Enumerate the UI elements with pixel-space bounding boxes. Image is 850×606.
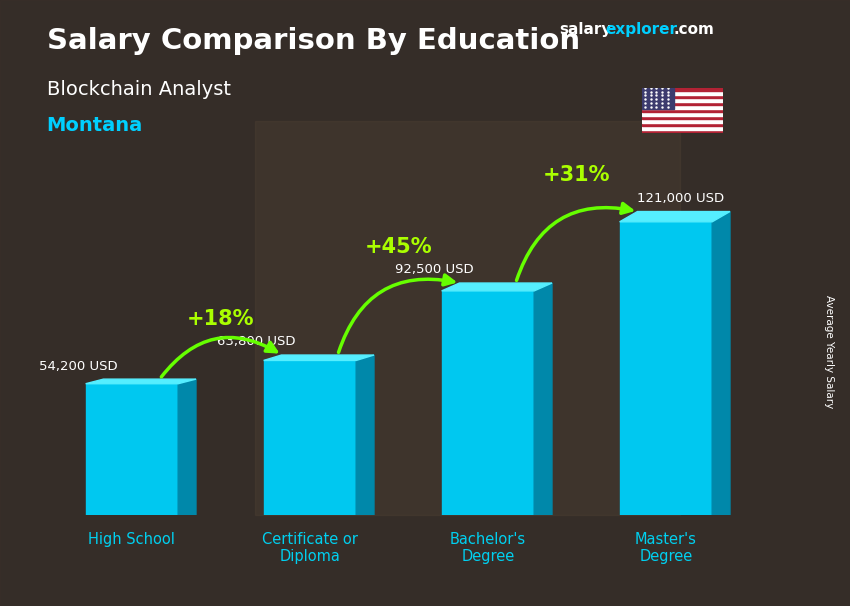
Bar <box>642 92 722 95</box>
Text: +18%: +18% <box>187 308 255 328</box>
Bar <box>642 105 722 109</box>
Text: 54,200 USD: 54,200 USD <box>39 359 118 373</box>
Bar <box>642 102 722 105</box>
Bar <box>642 123 722 126</box>
Polygon shape <box>442 291 534 515</box>
Polygon shape <box>264 361 356 515</box>
Bar <box>642 95 722 98</box>
Text: +31%: +31% <box>543 165 610 185</box>
Polygon shape <box>178 379 196 515</box>
Bar <box>642 88 674 109</box>
Text: 121,000 USD: 121,000 USD <box>637 192 723 205</box>
Polygon shape <box>442 283 552 291</box>
Bar <box>642 109 722 112</box>
Polygon shape <box>620 222 712 515</box>
Polygon shape <box>534 283 552 515</box>
Polygon shape <box>356 355 374 515</box>
Polygon shape <box>712 211 730 515</box>
Bar <box>642 98 722 102</box>
Bar <box>642 126 722 130</box>
Bar <box>642 130 722 133</box>
Text: Salary Comparison By Education: Salary Comparison By Education <box>47 27 580 55</box>
Bar <box>642 88 722 92</box>
Text: Blockchain Analyst: Blockchain Analyst <box>47 80 230 99</box>
Text: Montana: Montana <box>47 116 143 135</box>
Bar <box>642 112 722 116</box>
Polygon shape <box>86 384 178 515</box>
Text: 63,800 USD: 63,800 USD <box>218 336 296 348</box>
Polygon shape <box>620 211 730 222</box>
Polygon shape <box>86 379 196 384</box>
Text: explorer: explorer <box>605 22 677 38</box>
Text: 92,500 USD: 92,500 USD <box>395 264 473 276</box>
Text: Average Yearly Salary: Average Yearly Salary <box>824 295 834 408</box>
Polygon shape <box>264 355 374 361</box>
Text: .com: .com <box>673 22 714 38</box>
Text: +45%: +45% <box>366 237 433 257</box>
Text: salary: salary <box>559 22 612 38</box>
Bar <box>642 116 722 119</box>
Bar <box>642 119 722 123</box>
